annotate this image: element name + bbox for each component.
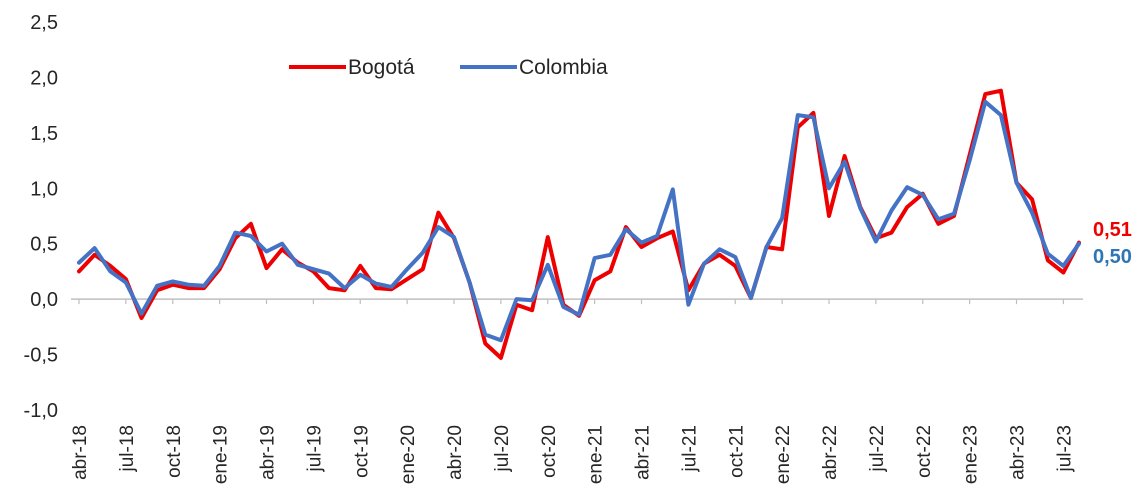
x-tick-label: oct-18: [164, 425, 185, 478]
x-tick-label: ene-20: [398, 425, 419, 484]
x-tick-label: jul-20: [492, 425, 513, 472]
x-tick-label: jul-19: [304, 425, 325, 472]
series-lines: [77, 88, 1081, 360]
x-tick-label: jul-23: [1054, 425, 1075, 472]
end-value-label: 0,50: [1093, 246, 1132, 268]
x-tick-label: abr-21: [633, 425, 654, 480]
x-tick-label: abr-23: [1008, 425, 1029, 480]
legend-label: Colombia: [519, 56, 608, 79]
y-tick-label: 0,5: [30, 234, 58, 256]
x-tick-label: ene-21: [586, 425, 607, 484]
x-tick-label: abr-18: [70, 425, 91, 480]
x-tick-label: abr-19: [258, 425, 279, 480]
x-tick-label: jul-22: [867, 425, 888, 472]
x-tick-label: jul-21: [679, 425, 700, 472]
series-line-bogota: [77, 88, 1081, 360]
end-value-labels: 0,51 0,50: [1093, 219, 1132, 268]
x-tick-label: abr-22: [820, 425, 841, 480]
x-tick-label: oct-22: [914, 425, 935, 478]
y-tick-label: -0,5: [24, 345, 58, 367]
y-tick-label: 1,0: [30, 178, 58, 200]
y-tick-label: 2,0: [30, 67, 58, 89]
y-tick-label: -1,0: [24, 400, 58, 422]
x-axis-ticks: [78, 299, 1064, 305]
end-value-label: 0,51: [1093, 219, 1132, 241]
x-tick-label: ene-19: [211, 425, 232, 484]
y-axis-labels: 2,5 2,0 1,5 1,0 0,5 0,0 -0,5 -1,0: [24, 12, 58, 422]
x-tick-label: ene-22: [773, 425, 794, 484]
x-tick-label: oct-19: [351, 425, 372, 478]
series-line-colombia: [77, 99, 1081, 343]
x-tick-label: oct-20: [539, 425, 560, 478]
legend-label: Bogotá: [348, 56, 415, 79]
x-tick-label: jul-18: [117, 425, 138, 472]
x-tick-label: ene-23: [961, 425, 982, 484]
legend: Bogotá Colombia: [289, 56, 608, 79]
x-tick-label: abr-20: [445, 425, 466, 480]
y-tick-label: 1,5: [30, 123, 58, 145]
y-tick-label: 2,5: [30, 12, 58, 34]
x-axis-labels: abr-18 jul-18 oct-18 ene-19 abr-19 jul-19 oct-…: [70, 425, 1075, 484]
x-tick-label: oct-21: [726, 425, 747, 478]
y-tick-label: 0,0: [30, 289, 58, 311]
